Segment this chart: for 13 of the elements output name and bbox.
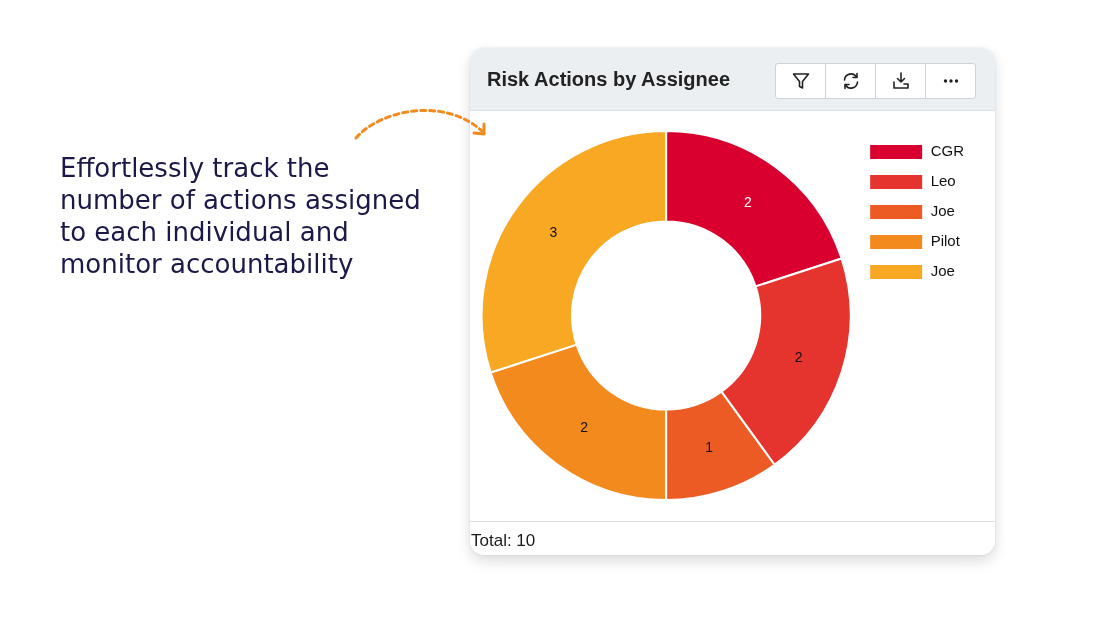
legend-label: Joe — [930, 262, 955, 280]
data-label: 2 — [580, 419, 589, 436]
legend-label: Pilot — [930, 232, 961, 250]
data-label: 2 — [744, 193, 753, 210]
legend-label: CGR — [930, 142, 965, 160]
data-label: 3 — [549, 224, 558, 241]
text: Total: 10 — [471, 531, 536, 551]
data-label: 1 — [705, 438, 714, 455]
chart-title: Risk Actions by Assignee — [487, 68, 731, 91]
legend-label: Joe — [930, 202, 955, 220]
text: Effortlessly track the number of actions assigned to each individual and monitor accountability — [60, 152, 422, 280]
data-label: 2 — [794, 349, 803, 366]
legend-label: Leo — [930, 172, 956, 190]
